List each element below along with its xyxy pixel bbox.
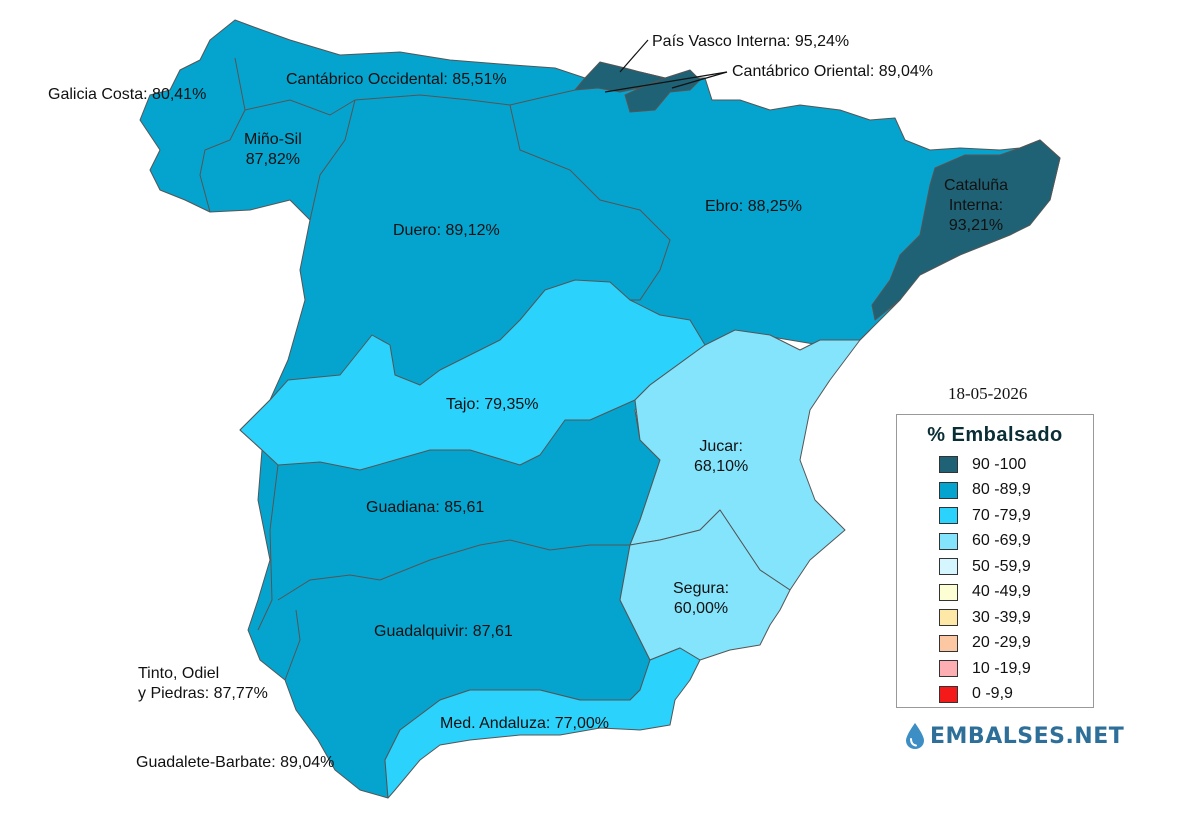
label-jucar: Jucar: 68,10% (694, 437, 748, 477)
legend-swatch (939, 634, 958, 652)
legend-swatch (939, 583, 958, 601)
basin-boundaries (199, 57, 871, 681)
basin-region-segura (619, 509, 791, 661)
legend-swatch (939, 609, 958, 627)
legend-item: 10 -19,9 (897, 656, 1093, 682)
legend-swatch (939, 685, 958, 703)
date-label: 18-05-2026 (948, 384, 1028, 403)
label-cataluna-line1: Cataluña (943, 177, 1009, 194)
legend-label: 30 -39,9 (972, 608, 1031, 626)
label-med-andaluza: Med. Andaluza: 77,00% (440, 715, 610, 732)
legend: % Embalsado 90 -100 80 -89,9 70 -79,9 60… (896, 414, 1094, 708)
legend-label: 90 -100 (972, 455, 1027, 473)
legend-item: 90 -100 (897, 452, 1093, 478)
legend-swatch (939, 532, 958, 550)
legend-title: % Embalsado (927, 424, 1063, 446)
label-cataluna-interna: Cataluña Interna: 93,21% (934, 176, 1018, 236)
legend-label: 20 -29,9 (972, 634, 1031, 652)
legend-label: 80 -89,9 (972, 481, 1031, 499)
legend-item: 20 -29,9 (897, 631, 1093, 657)
label-cataluna-value: 93,21% (948, 217, 1004, 234)
legend-swatch (939, 456, 958, 474)
legend-item: 30 -39,9 (897, 605, 1093, 631)
legend-swatch (939, 660, 958, 678)
label-jucar-value: 68,10% (694, 458, 749, 475)
label-ebro: Ebro: 88,25% (705, 198, 802, 215)
legend-label: 0 -9,9 (972, 685, 1013, 703)
label-segura-name: Segura: (673, 580, 730, 597)
legend-label: 40 -49,9 (972, 583, 1031, 601)
label-tinto-odiel-piedras: Tinto, Odiel y Piedras: 87,77% (138, 664, 268, 704)
label-pais-vasco-interna: País Vasco Interna: 95,24% (652, 33, 850, 50)
label-cantabrico-occidental: Cantábrico Occidental: 85,51% (286, 71, 507, 88)
legend-label: 60 -69,9 (972, 532, 1031, 550)
label-mino-sil: Miño-Sil 87,82% (244, 130, 302, 170)
label-tinto-line1: Tinto, Odiel (138, 665, 220, 682)
label-jucar-name: Jucar: (699, 438, 743, 455)
label-guadalquivir: Guadalquivir: 87,61 (374, 623, 513, 640)
label-segura: Segura: 60,00% (673, 579, 729, 619)
label-guadiana: Guadiana: 85,61 (366, 499, 485, 516)
basin-region-med-andaluza (384, 647, 701, 799)
label-guadalete-barbate: Guadalete-Barbate: 89,04% (136, 754, 335, 771)
label-cataluna-line2: Interna: (948, 197, 1004, 214)
legend-label: 50 -59,9 (972, 557, 1031, 575)
legend-item: 0 -9,9 (897, 682, 1093, 708)
label-mino-sil-value: 87,82% (245, 151, 301, 168)
legend-label: 10 -19,9 (972, 659, 1031, 677)
label-duero: Duero: 89,12% (393, 222, 500, 239)
label-segura-value: 60,00% (673, 600, 729, 617)
label-tajo: Tajo: 79,35% (446, 396, 539, 413)
brand-logo: EMBALSES.NET (904, 722, 1124, 750)
legend-item: 50 -59,9 (897, 554, 1093, 580)
legend-item: 40 -49,9 (897, 580, 1093, 606)
legend-item: 60 -69,9 (897, 529, 1093, 555)
legend-swatch (939, 558, 958, 576)
brand-name: EMBALSES.NET (930, 723, 1125, 749)
basin-region-cantabrico-oriental-part (624, 69, 701, 113)
water-drop-icon (906, 723, 924, 749)
legend-swatch (939, 507, 958, 525)
label-mino-sil-name: Miño-Sil (244, 131, 302, 148)
label-cantabrico-oriental: Cantábrico Oriental: 89,04% (732, 63, 933, 80)
label-tinto-line2: y Piedras: 87,77% (138, 685, 268, 702)
label-galicia-costa: Galicia Costa: 80,41% (48, 86, 207, 103)
legend-label: 70 -79,9 (972, 506, 1031, 524)
legend-item: 80 -89,9 (897, 478, 1093, 504)
label-leader-lines (604, 39, 728, 93)
basin-region-cataluna-interna (871, 139, 1061, 321)
legend-item: 70 -79,9 (897, 503, 1093, 529)
legend-swatch (939, 481, 958, 499)
